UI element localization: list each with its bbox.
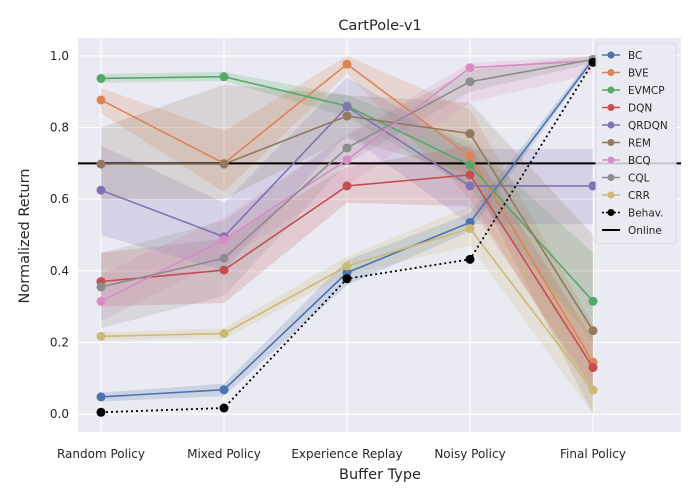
legend-label-evmcp: EVMCP [628, 85, 665, 97]
point-behav [219, 403, 229, 413]
point-bve [96, 95, 106, 105]
point-qrdqn [96, 185, 106, 195]
band-dqn [101, 145, 593, 390]
legend-label-qrdqn: QRDQN [628, 120, 668, 132]
x-tick-label: Final Policy [560, 447, 626, 461]
legend: BC BVE EVMCP DQN QRDQN REM BCQ CQL CRR Behav. Onli… [595, 42, 677, 244]
point-behav [588, 57, 598, 67]
point-bc [219, 385, 229, 395]
point-crr [465, 224, 475, 234]
y-tick-label: 1.0 [50, 49, 69, 63]
point-bve [342, 59, 352, 69]
point-bc [96, 392, 106, 402]
point-rem [96, 159, 106, 169]
y-tick-label: 0.6 [50, 192, 69, 206]
tick-labels: 0.0 0.2 0.4 0.6 0.8 1.0 Random Policy Mixed Pol… [50, 49, 626, 461]
y-tick-label: 0.4 [50, 264, 69, 278]
point-rem [588, 326, 598, 336]
legend-marker-behav [607, 209, 615, 216]
point-behav [465, 254, 475, 264]
point-bcq [465, 63, 475, 73]
legend-marker-crr [607, 191, 615, 199]
legend-label-bve: BVE [628, 68, 649, 80]
legend-label-behav: Behav. [628, 208, 664, 220]
y-tick-label: 0.2 [50, 335, 69, 349]
point-behav [342, 274, 352, 284]
point-evmcp [588, 296, 598, 306]
legend-label-dqn: DQN [628, 103, 652, 115]
point-qrdqn [588, 181, 598, 191]
point-crr [219, 329, 229, 338]
point-evmcp [465, 160, 475, 170]
legend-marker-cql [607, 174, 615, 181]
band-evmcp [101, 72, 593, 343]
series-lines [96, 54, 598, 417]
point-rem [465, 129, 475, 139]
point-bcq [96, 296, 106, 306]
y-tick-label: 0.8 [50, 121, 69, 135]
legend-marker-qrdqn [607, 121, 615, 129]
point-behav [96, 407, 106, 417]
point-dqn [342, 181, 352, 191]
x-tick-label: Noisy Policy [434, 447, 505, 461]
legend-marker-bc [607, 51, 615, 59]
point-cql [342, 143, 352, 153]
legend-box [595, 42, 677, 244]
legend-marker-rem [607, 139, 615, 146]
x-tick-label: Experience Replay [291, 447, 402, 461]
point-crr [588, 385, 598, 395]
legend-marker-dqn [607, 104, 615, 111]
legend-label-online: Online [628, 225, 662, 237]
point-cql [465, 77, 475, 87]
y-axis-label: Normalized Return [17, 169, 33, 304]
point-cql [96, 282, 106, 292]
point-bcq [219, 235, 229, 245]
point-evmcp [96, 73, 106, 83]
legend-label-rem: REM [628, 138, 651, 150]
chart-title: CartPole-v1 [338, 18, 421, 34]
legend-marker-bcq [607, 156, 615, 164]
point-bve [465, 151, 475, 161]
point-rem [219, 159, 229, 169]
point-dqn [465, 170, 475, 180]
x-tick-label: Random Policy [57, 447, 145, 461]
point-crr [96, 331, 106, 341]
legend-label-crr: CRR [628, 190, 650, 202]
plot-background [78, 38, 681, 432]
legend-label-cql: CQL [628, 173, 650, 185]
band-bve [101, 55, 593, 397]
legend-marker-evmcp [607, 86, 615, 94]
point-rem [342, 111, 352, 121]
legend-label-bcq: BCQ [628, 155, 651, 167]
point-crr [342, 261, 352, 271]
point-bcq [342, 155, 352, 165]
legend-label-bc: BC [628, 50, 642, 62]
x-axis-label: Buffer Type [339, 467, 421, 483]
point-dqn [219, 265, 229, 275]
x-tick-label: Mixed Policy [187, 447, 261, 461]
legend-marker-bve [607, 69, 615, 76]
point-cql [219, 253, 229, 263]
point-qrdqn [465, 181, 475, 191]
point-qrdqn [342, 102, 352, 112]
y-tick-label: 0.0 [50, 407, 69, 421]
point-evmcp [219, 72, 229, 82]
point-dqn [588, 363, 598, 373]
